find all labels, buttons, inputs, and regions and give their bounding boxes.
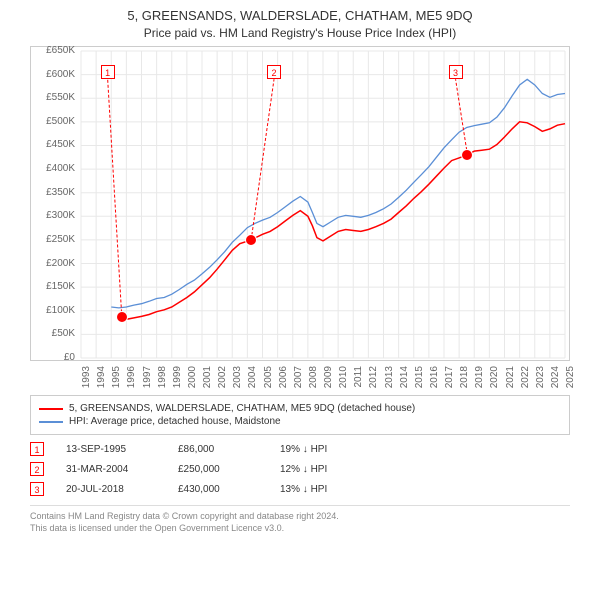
y-axis-label: £450K xyxy=(31,139,75,150)
y-axis-label: £400K xyxy=(31,163,75,174)
y-axis-label: £300K xyxy=(31,210,75,221)
footer-line: Contains HM Land Registry data © Crown c… xyxy=(30,510,570,522)
x-axis-label: 2002 xyxy=(217,366,228,394)
data-date: 20-JUL-2018 xyxy=(66,484,156,495)
legend-item: HPI: Average price, detached house, Maid… xyxy=(39,415,561,428)
x-axis-label: 2001 xyxy=(202,366,213,394)
x-axis-label: 2007 xyxy=(293,366,304,394)
x-axis-label: 2003 xyxy=(232,366,243,394)
footer-line: This data is licensed under the Open Gov… xyxy=(30,522,570,534)
x-axis-label: 2019 xyxy=(474,366,485,394)
x-axis-label: 2016 xyxy=(429,366,440,394)
marker-dot xyxy=(245,234,257,246)
x-axis-label: 2022 xyxy=(520,366,531,394)
x-axis-label: 2000 xyxy=(187,366,198,394)
x-axis-label: 2004 xyxy=(247,366,258,394)
x-axis-label: 2015 xyxy=(414,366,425,394)
x-axis-label: 2025 xyxy=(565,366,576,394)
data-price: £250,000 xyxy=(178,464,258,475)
x-axis-label: 2018 xyxy=(459,366,470,394)
data-price: £86,000 xyxy=(178,444,258,455)
y-axis-label: £100K xyxy=(31,305,75,316)
x-axis-label: 2024 xyxy=(550,366,561,394)
marker-dot xyxy=(461,149,473,161)
x-axis-label: 2011 xyxy=(353,366,364,394)
y-axis-label: £550K xyxy=(31,92,75,103)
x-axis-label: 1994 xyxy=(96,366,107,394)
data-hpi: 19% ↓ HPI xyxy=(280,444,327,455)
series-line xyxy=(122,122,565,319)
data-hpi: 12% ↓ HPI xyxy=(280,464,327,475)
x-axis-label: 1999 xyxy=(172,366,183,394)
legend-label: 5, GREENSANDS, WALDERSLADE, CHATHAM, ME5… xyxy=(69,403,415,414)
footer: Contains HM Land Registry data © Crown c… xyxy=(30,505,570,534)
data-date: 13-SEP-1995 xyxy=(66,444,156,455)
x-axis-label: 2012 xyxy=(368,366,379,394)
x-axis-label: 1995 xyxy=(111,366,122,394)
data-row: 1 13-SEP-1995 £86,000 19% ↓ HPI xyxy=(30,439,570,459)
y-axis-label: £50K xyxy=(31,328,75,339)
marker-badge: 2 xyxy=(30,462,44,476)
marker-badge: 3 xyxy=(449,65,463,79)
y-axis-label: £650K xyxy=(31,45,75,56)
x-axis-label: 2009 xyxy=(323,366,334,394)
legend-label: HPI: Average price, detached house, Maid… xyxy=(69,416,281,427)
price-chart: £0 £50K £100K £150K £200K £250K £300K £350K £400… xyxy=(30,46,570,361)
x-axis-label: 2005 xyxy=(263,366,274,394)
data-hpi: 13% ↓ HPI xyxy=(280,484,327,495)
marker-dot xyxy=(116,311,128,323)
x-axis-label: 2023 xyxy=(535,366,546,394)
data-table: 1 13-SEP-1995 £86,000 19% ↓ HPI 2 31-MAR… xyxy=(30,439,570,499)
y-axis-label: £500K xyxy=(31,116,75,127)
x-axis-label: 1997 xyxy=(142,366,153,394)
x-axis-label: 2020 xyxy=(489,366,500,394)
x-axis-label: 1993 xyxy=(81,366,92,394)
legend: 5, GREENSANDS, WALDERSLADE, CHATHAM, ME5… xyxy=(30,395,570,435)
legend-swatch xyxy=(39,408,63,410)
data-price: £430,000 xyxy=(178,484,258,495)
x-axis-label: 1998 xyxy=(157,366,168,394)
data-row: 2 31-MAR-2004 £250,000 12% ↓ HPI xyxy=(30,459,570,479)
x-axis-label: 2017 xyxy=(444,366,455,394)
x-axis-label: 2010 xyxy=(338,366,349,394)
marker-badge: 1 xyxy=(30,442,44,456)
marker-badge: 2 xyxy=(267,65,281,79)
data-date: 31-MAR-2004 xyxy=(66,464,156,475)
legend-swatch xyxy=(39,421,63,423)
x-axis-label: 2008 xyxy=(308,366,319,394)
page-subtitle: Price paid vs. HM Land Registry's House … xyxy=(0,23,600,46)
x-axis-label: 2006 xyxy=(278,366,289,394)
y-axis-label: £600K xyxy=(31,69,75,80)
y-axis-label: £150K xyxy=(31,281,75,292)
page-title: 5, GREENSANDS, WALDERSLADE, CHATHAM, ME5… xyxy=(0,0,600,23)
marker-badge: 3 xyxy=(30,482,44,496)
y-axis-label: £250K xyxy=(31,234,75,245)
x-axis-label: 2013 xyxy=(384,366,395,394)
data-row: 3 20-JUL-2018 £430,000 13% ↓ HPI xyxy=(30,479,570,499)
marker-badge: 1 xyxy=(101,65,115,79)
y-axis-label: £200K xyxy=(31,258,75,269)
legend-item: 5, GREENSANDS, WALDERSLADE, CHATHAM, ME5… xyxy=(39,402,561,415)
x-axis-label: 2021 xyxy=(505,366,516,394)
x-axis-label: 1996 xyxy=(126,366,137,394)
x-axis-label: 2014 xyxy=(399,366,410,394)
y-axis-label: £350K xyxy=(31,187,75,198)
y-axis-label: £0 xyxy=(31,352,75,363)
